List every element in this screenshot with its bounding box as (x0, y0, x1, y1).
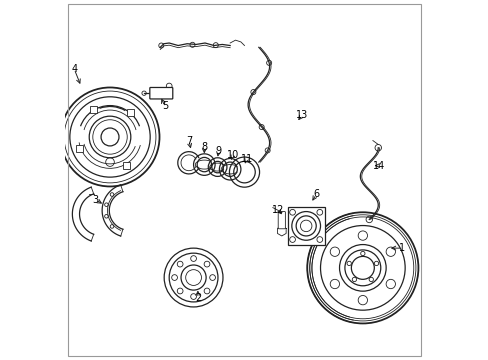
Circle shape (104, 203, 108, 207)
Text: 2: 2 (194, 293, 201, 303)
Bar (90, 106, 97, 113)
Text: 6: 6 (312, 189, 319, 199)
Bar (287, 207, 324, 244)
Text: 10: 10 (226, 150, 239, 160)
Text: 8: 8 (201, 142, 207, 152)
Text: 14: 14 (372, 161, 385, 171)
Circle shape (110, 225, 114, 228)
Circle shape (110, 193, 114, 196)
Text: 11: 11 (240, 154, 252, 164)
FancyBboxPatch shape (149, 87, 172, 99)
Text: 1: 1 (398, 243, 405, 253)
Circle shape (104, 215, 108, 218)
Text: 3: 3 (92, 195, 99, 205)
Text: 4: 4 (71, 64, 77, 74)
Text: 5: 5 (162, 102, 168, 112)
Bar (76, 145, 83, 152)
Text: 9: 9 (215, 146, 221, 156)
FancyBboxPatch shape (278, 212, 285, 229)
Text: 7: 7 (185, 136, 192, 145)
Bar (127, 109, 134, 116)
Text: 12: 12 (272, 206, 284, 216)
Text: 13: 13 (295, 111, 307, 121)
Bar (122, 162, 129, 168)
